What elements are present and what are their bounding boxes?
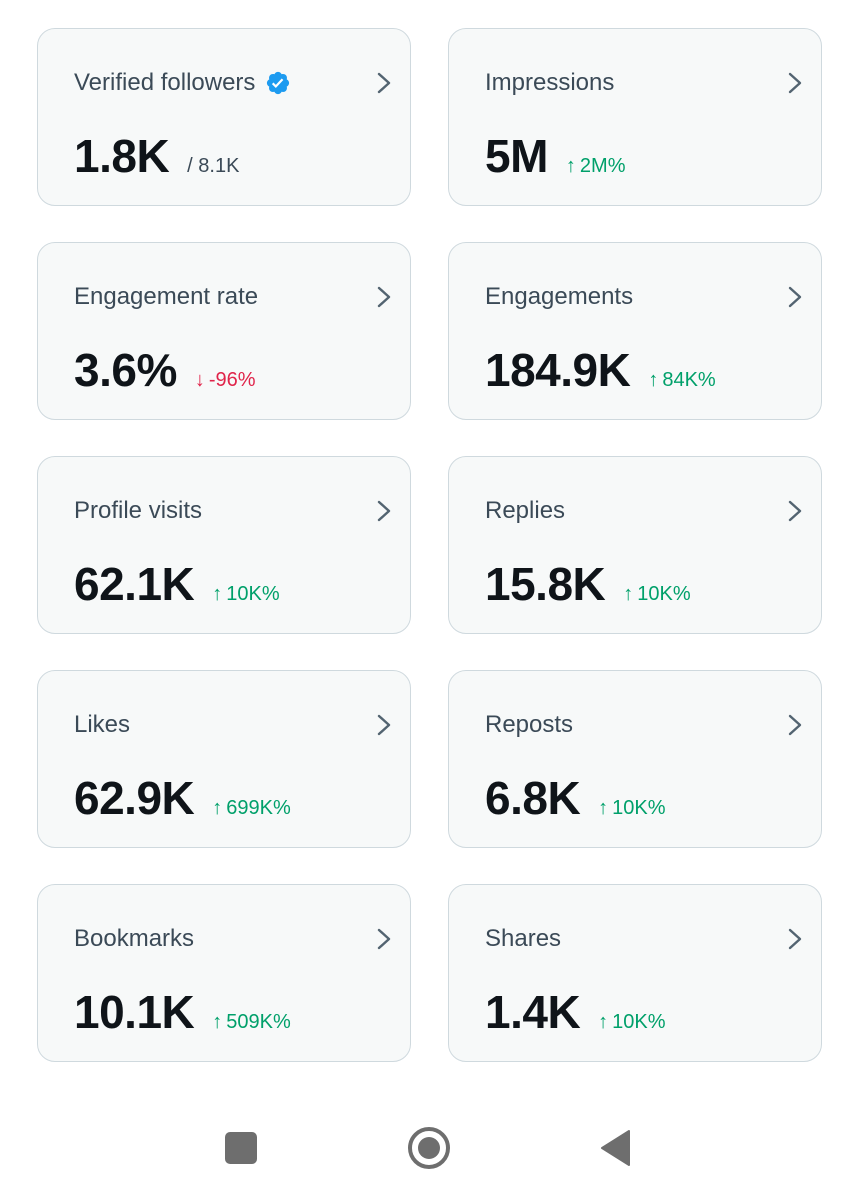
triangle-back-icon — [601, 1130, 630, 1166]
arrow-up-icon: ↑ — [598, 1011, 609, 1033]
metric-delta: ↑ 509K% — [212, 1011, 291, 1034]
chevron-right-icon — [788, 500, 802, 522]
chevron-right-icon — [377, 714, 391, 736]
metric-title-text: Engagement rate — [74, 283, 259, 310]
metric-card-profile-visits[interactable]: Profile visits 62.1K ↑ 10K% — [37, 456, 411, 634]
metric-title-text: Profile visits — [74, 497, 203, 524]
metric-card-replies[interactable]: Replies 15.8K ↑ 10K% — [448, 456, 822, 634]
metric-title-text: Engagements — [485, 283, 634, 310]
metric-delta-text: -96% — [208, 369, 256, 391]
chevron-right-icon — [788, 714, 802, 736]
metric-value-row: 6.8K ↑ 10K% — [485, 771, 666, 825]
metric-title: Bookmarks — [74, 925, 194, 953]
metric-delta: ↑ 10K% — [212, 583, 279, 606]
metric-delta-text: 509K% — [226, 1011, 291, 1033]
metric-title: Verified followers — [74, 69, 291, 97]
metric-card-bookmarks[interactable]: Bookmarks 10.1K ↑ 509K% — [37, 884, 411, 1062]
metric-delta-text: 699K% — [226, 797, 291, 819]
metric-title: Impressions — [485, 69, 614, 97]
chevron-right-icon — [377, 500, 391, 522]
arrow-up-icon: ↑ — [598, 797, 609, 819]
square-icon — [225, 1132, 257, 1164]
metric-value-row: 1.4K ↑ 10K% — [485, 985, 666, 1039]
chevron-right-icon — [788, 928, 802, 950]
arrow-up-icon: ↑ — [212, 1011, 223, 1033]
metric-value: 62.1K — [74, 558, 195, 610]
metric-value-row: 10.1K ↑ 509K% — [74, 985, 291, 1039]
metric-delta-text: 10K% — [226, 583, 280, 605]
metric-delta-text: 10K% — [612, 797, 666, 819]
metric-value-row: 1.8K / 8.1K — [74, 129, 239, 183]
metric-title: Replies — [485, 497, 565, 525]
metric-value: 6.8K — [485, 772, 581, 824]
metric-card-engagements[interactable]: Engagements 184.9K ↑ 84K% — [448, 242, 822, 420]
metric-title-text: Reposts — [485, 711, 574, 738]
metric-value: 1.4K — [485, 986, 581, 1038]
metric-title-text: Replies — [485, 497, 566, 524]
metric-title: Reposts — [485, 711, 573, 739]
metric-value: 10.1K — [74, 986, 195, 1038]
chevron-right-icon — [377, 286, 391, 308]
metric-value-row: 5M ↑ 2M% — [485, 129, 625, 183]
metric-value-row: 3.6% ↓ -96% — [74, 343, 256, 397]
metric-title: Likes — [74, 711, 130, 739]
metric-card-shares[interactable]: Shares 1.4K ↑ 10K% — [448, 884, 822, 1062]
arrow-up-icon: ↑ — [648, 369, 659, 391]
metric-value-row: 15.8K ↑ 10K% — [485, 557, 691, 611]
arrow-up-icon: ↑ — [623, 583, 634, 605]
metric-title-text: Shares — [485, 925, 562, 952]
metric-delta: ↑ 10K% — [598, 797, 665, 820]
metric-title-text: Likes — [74, 711, 131, 738]
metric-delta: ↑ 10K% — [623, 583, 690, 606]
arrow-up-icon: ↑ — [565, 155, 576, 177]
metric-value: 3.6% — [74, 344, 177, 396]
metric-value: 1.8K — [74, 130, 170, 182]
arrow-up-icon: ↑ — [212, 797, 223, 819]
metric-title: Shares — [485, 925, 561, 953]
chevron-right-icon — [377, 72, 391, 94]
metrics-grid: Verified followers 1.8K / 8.1K Impressio… — [37, 28, 822, 1062]
metric-card-likes[interactable]: Likes 62.9K ↑ 699K% — [37, 670, 411, 848]
arrow-down-icon: ↓ — [194, 369, 205, 391]
metric-delta-text: 10K% — [612, 1011, 666, 1033]
metric-delta: ↑ 10K% — [598, 1011, 665, 1034]
verified-badge-icon — [267, 71, 290, 95]
metric-value: 184.9K — [485, 344, 631, 396]
system-navigation-bar — [0, 1100, 859, 1200]
recents-button[interactable] — [221, 1128, 261, 1168]
metric-title-text: Impressions — [485, 69, 615, 96]
metric-title: Engagement rate — [74, 283, 258, 311]
metric-delta-text: 10K% — [637, 583, 691, 605]
metric-delta: ↑ 2M% — [566, 155, 626, 178]
metric-title: Engagements — [485, 283, 633, 311]
metric-card-reposts[interactable]: Reposts 6.8K ↑ 10K% — [448, 670, 822, 848]
metric-delta-text: 84K% — [662, 369, 716, 391]
metric-title: Profile visits — [74, 497, 202, 525]
metric-card-engagement-rate[interactable]: Engagement rate 3.6% ↓ -96% — [37, 242, 411, 420]
chevron-right-icon — [377, 928, 391, 950]
metric-title-text: Verified followers — [74, 69, 256, 96]
metric-value-row: 62.9K ↑ 699K% — [74, 771, 291, 825]
metric-value: 5M — [485, 130, 548, 182]
metric-title-text: Bookmarks — [74, 925, 195, 952]
metric-delta: ↑ 84K% — [648, 369, 715, 392]
metric-value-row: 184.9K ↑ 84K% — [485, 343, 716, 397]
metric-card-verified-followers[interactable]: Verified followers 1.8K / 8.1K — [37, 28, 411, 206]
metric-total: / 8.1K — [187, 155, 240, 177]
circle-home-icon — [408, 1127, 450, 1169]
metric-card-impressions[interactable]: Impressions 5M ↑ 2M% — [448, 28, 822, 206]
metric-delta: ↓ -96% — [195, 369, 256, 392]
metric-value: 62.9K — [74, 772, 195, 824]
arrow-up-icon: ↑ — [212, 583, 223, 605]
chevron-right-icon — [788, 286, 802, 308]
metric-delta: ↑ 699K% — [212, 797, 291, 820]
metric-value-row: 62.1K ↑ 10K% — [74, 557, 280, 611]
home-button[interactable] — [406, 1125, 452, 1171]
metric-value: 15.8K — [485, 558, 606, 610]
metric-delta-text: 2M% — [579, 155, 626, 177]
back-button[interactable] — [596, 1128, 636, 1168]
chevron-right-icon — [788, 72, 802, 94]
